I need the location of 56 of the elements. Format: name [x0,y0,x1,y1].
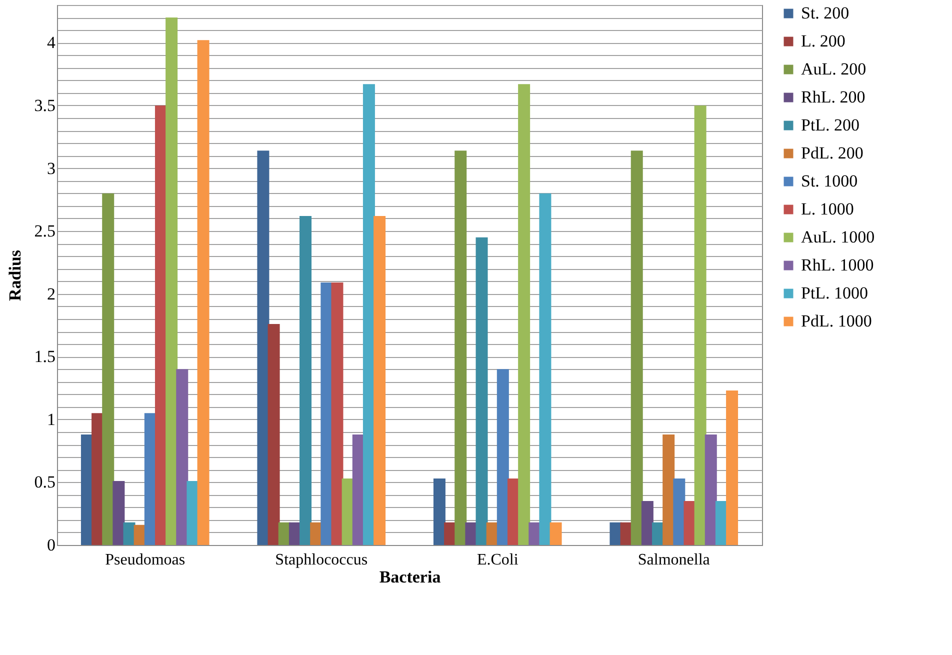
bar [726,390,738,545]
bar [610,522,622,545]
bar [176,369,188,545]
x-tick-label: E.Coli [476,552,519,568]
legend-label: St. 200 [801,4,850,22]
bar [257,150,270,545]
bar [362,84,375,545]
legend-label: PtL. 200 [801,116,860,134]
y-tick-label: 4 [47,33,56,52]
bar [186,480,199,545]
legend-label: AuL. 200 [801,60,866,78]
x-tick-label: Pseudomoas [105,552,186,568]
legend-label: RhL. 1000 [801,256,874,274]
y-tick-label: 3 [47,158,56,178]
legend-label: PdL. 200 [801,144,864,162]
bar [166,18,178,545]
bar [331,282,344,545]
y-tick-label: 2 [47,284,56,304]
legend-label: L. 200 [801,32,846,50]
y-axis-title: Radius [5,250,24,302]
y-tick-label: 0 [47,536,56,554]
bar [550,522,562,545]
bar [704,434,717,545]
bar [268,324,280,545]
bar [197,40,210,545]
y-tick-label: 0.5 [34,472,56,492]
bar [641,501,654,545]
x-axis-title: Bacteria [379,568,442,586]
y-tick-label: 1.5 [34,347,56,366]
bar [112,480,125,545]
bar [433,478,446,545]
bar [539,193,552,545]
bar [673,478,686,545]
bar [454,150,467,545]
y-tick-label: 1 [47,410,56,429]
legend-label: St. 1000 [801,172,858,190]
legend-label: L. 1000 [801,200,854,218]
bar [496,369,509,545]
bar [684,501,696,545]
bar [518,84,530,545]
bar [694,105,706,545]
legend-label: PtL. 1000 [801,284,868,302]
bar [662,434,675,545]
y-tick-label: 2.5 [34,222,56,241]
y-tick-label: 3.5 [34,96,56,115]
bar [102,193,114,545]
bar [476,237,488,545]
bar [300,216,312,545]
legend-label: PdL. 1000 [801,312,872,330]
legend-label: RhL. 200 [801,88,866,106]
x-tick-label: Staphlococcus [275,552,368,568]
bar [374,216,386,545]
x-tick-label: Salmonella [638,552,710,568]
legend-label: AuL. 1000 [801,228,875,246]
bar [465,522,478,545]
bar [630,150,643,545]
